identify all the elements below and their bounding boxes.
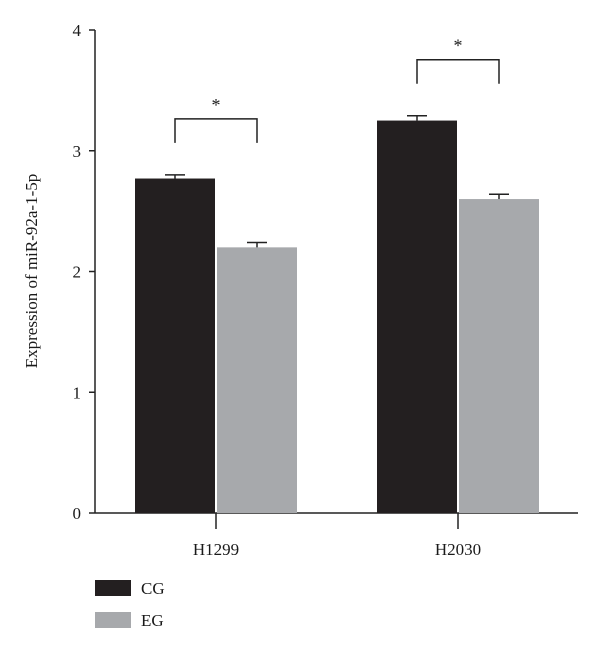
x-tick-label: H2030 [435,540,481,559]
legend-label-cg: CG [141,579,165,598]
x-axis: H1299 H2030 [95,512,578,559]
significance-label: * [454,36,463,56]
y-tick-label: 3 [73,142,82,161]
y-tick-label: 2 [73,263,82,282]
significance-bracket [416,58,500,84]
bar-eg-h2030 [459,199,539,514]
y-tick-label: 4 [73,21,82,40]
significance-markers: ** [174,36,500,143]
y-tick-label: 0 [73,504,82,523]
x-tick-label: H1299 [193,540,239,559]
significance-label: * [212,95,221,115]
y-tick-label: 1 [73,383,82,402]
legend: CG EG [95,579,165,630]
legend-swatch-cg [95,580,131,596]
y-axis-label: Expression of miR-92a-1-5p [22,174,41,369]
legend-label-eg: EG [141,611,164,630]
y-axis: 0 1 2 3 4 [73,21,96,523]
bar-cg-h1299 [135,178,215,513]
bars [135,114,539,514]
bar-eg-h1299 [217,247,297,513]
legend-swatch-eg [95,612,131,628]
significance-bracket [174,118,258,143]
bar-cg-h2030 [377,120,457,513]
